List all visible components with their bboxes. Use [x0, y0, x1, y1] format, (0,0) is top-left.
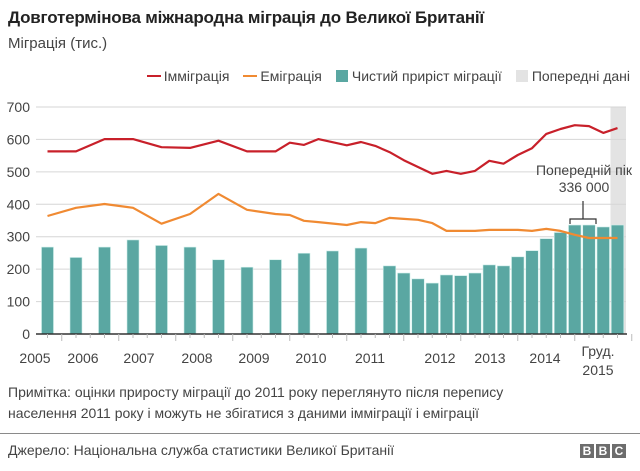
provisional-swatch [515, 70, 528, 82]
net-migration-bar [69, 257, 83, 335]
net-migration-bar [354, 247, 368, 335]
x-tick-label: 2009 [238, 350, 269, 366]
net-migration-bar [582, 224, 596, 335]
net-migration-bar [482, 264, 496, 335]
x-tick-label: 2012 [424, 350, 455, 366]
net-migration-bar [454, 275, 468, 335]
net-migration-bar [525, 250, 539, 335]
legend-label: Попередні дані [531, 68, 630, 84]
footnote-line: населення 2011 року і можуть не збігатис… [8, 405, 480, 421]
x-tick-label: 2011 [355, 350, 385, 366]
legend-label: Чистий приріст міграції [351, 68, 502, 84]
footnote: Примітка: оцінки приросту міграції до 20… [8, 382, 628, 424]
y-tick-label: 700 [7, 99, 31, 115]
y-tick-label: 400 [7, 196, 31, 212]
emigration-line [47, 192, 618, 240]
x-tick-label: 2005 [19, 350, 50, 366]
source-text: Джерело: Національна служба статистики В… [8, 442, 395, 458]
net-migration-bar [126, 239, 140, 335]
chart-plot: 0 100 200 300 400 500 600 700 2005 2006 2007 2008 2… [7, 99, 633, 378]
net-migration-bar [382, 265, 397, 335]
y-tick-label: 600 [7, 131, 31, 147]
net-migration-bar [496, 265, 511, 335]
bbc-logo: B B C [580, 444, 628, 458]
immigration-line-swatch [146, 75, 161, 77]
net-migration-bar [155, 245, 168, 335]
bbc-logo-letter: B [580, 444, 594, 458]
net-migration-bar [269, 259, 282, 335]
net-migration-bar [596, 226, 610, 335]
x-tick-label: Груд. [581, 343, 614, 359]
annotation-label: Попередній пік [536, 162, 633, 178]
annotation-bracket [569, 201, 597, 225]
x-tick-label: 2014 [529, 350, 560, 366]
legend-item-net-migration: Чистий приріст міграції [335, 68, 502, 84]
y-tick-label: 500 [7, 164, 31, 180]
footnote-line: Примітка: оцінки приросту міграції до 20… [8, 384, 504, 400]
bbc-logo-letter: B [596, 444, 610, 458]
legend-item-provisional: Попередні дані [515, 68, 630, 84]
x-tick-label: 2010 [295, 350, 326, 366]
legend-label: Імміграція [163, 68, 230, 84]
legend-item-immigration: Імміграція [146, 68, 230, 84]
net-migration-bar [439, 274, 454, 335]
x-tick-label: 2013 [474, 350, 505, 366]
net-migration-bar [240, 266, 254, 335]
net-migration-swatch [335, 70, 348, 82]
net-migration-bar [397, 272, 411, 335]
x-tick-label: 2007 [123, 350, 154, 366]
net-migration-bar [183, 246, 197, 335]
annotation-value: 336 000 [559, 179, 610, 195]
net-migration-bar [511, 256, 525, 335]
y-tick-label: 100 [7, 294, 31, 310]
net-migration-bar [212, 259, 225, 335]
net-migration-bar [411, 278, 425, 335]
chart-subtitle: Міграція (тис.) [8, 35, 108, 52]
footer-divider [0, 433, 640, 434]
emigration-line-swatch [243, 75, 258, 77]
legend: Імміграція Еміграція Чистий приріст мігр… [133, 68, 630, 84]
net-migration-bar [468, 272, 482, 335]
immigration-line [47, 124, 618, 175]
x-tick-label: 2008 [181, 350, 212, 366]
y-tick-label: 0 [22, 326, 30, 342]
net-migration-bar [553, 232, 568, 335]
net-migration-bar [297, 252, 311, 335]
net-migration-bar [610, 224, 625, 335]
y-tick-label: 200 [7, 261, 31, 277]
net-migration-bar [568, 224, 582, 335]
net-migration-bar [98, 246, 111, 335]
x-tick-label: 2015 [582, 362, 613, 378]
bbc-logo-letter: C [612, 444, 626, 458]
net-migration-bar [326, 250, 339, 335]
net-migration-bar [539, 238, 553, 335]
chart-title: Довготермінова міжнародна міграція до Ве… [8, 8, 485, 27]
y-tick-label: 300 [7, 229, 31, 245]
legend-label: Еміграція [260, 68, 322, 84]
net-migration-bar [41, 246, 54, 335]
net-migration-bar [425, 282, 439, 335]
legend-item-emigration: Еміграція [243, 68, 322, 84]
x-tick-label: 2006 [67, 350, 98, 366]
